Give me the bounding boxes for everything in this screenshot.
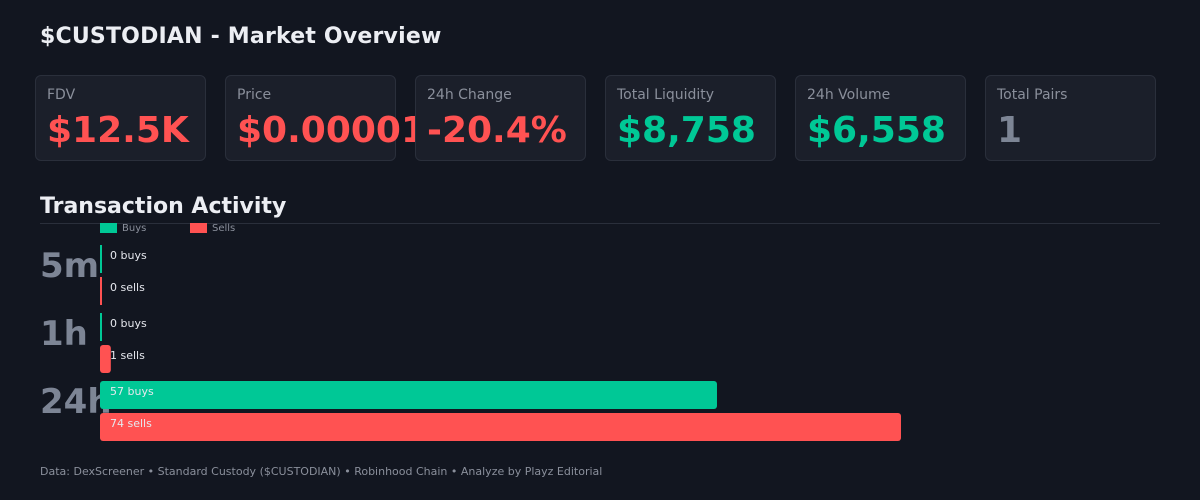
period-label-24h: 24h — [40, 382, 112, 422]
bar-label-sells-24h: 74 sells — [110, 417, 152, 430]
bar-buys-1h — [100, 313, 102, 341]
period-label-5m: 5m — [40, 246, 99, 286]
period-label-1h: 1h — [40, 314, 88, 354]
section-title: Transaction Activity — [40, 194, 287, 219]
stat-label: 24h Change — [427, 87, 512, 103]
page-title: $CUSTODIAN - Market Overview — [40, 24, 442, 49]
stat-label: Total Pairs — [997, 87, 1068, 103]
legend-swatch-buys — [100, 223, 117, 233]
bar-sells-1h — [100, 345, 111, 373]
bar-label-sells-5m: 0 sells — [110, 281, 145, 294]
bar-label-buys-1h: 0 buys — [110, 317, 147, 330]
section-divider — [40, 223, 1160, 224]
stat-value: $6,558 — [807, 110, 946, 151]
stat-card-24h-volume: 24h Volume $6,558 — [795, 75, 966, 161]
stat-label: 24h Volume — [807, 87, 891, 103]
legend-label-sells: Sells — [212, 223, 235, 234]
stat-value: $0.00001 — [237, 110, 427, 151]
stat-value: $12.5K — [47, 110, 189, 151]
stat-card-total-liquidity: Total Liquidity $8,758 — [605, 75, 776, 161]
stat-label: Price — [237, 87, 272, 103]
bar-sells-5m — [100, 277, 102, 305]
stat-label: Total Liquidity — [617, 87, 715, 103]
stat-card-24h-change: 24h Change -20.4% — [415, 75, 586, 161]
stat-value: $8,758 — [617, 110, 756, 151]
stat-value: 1 — [997, 110, 1023, 151]
bar-label-sells-1h: 1 sells — [110, 349, 145, 362]
bar-label-buys-5m: 0 buys — [110, 249, 147, 262]
stat-card-price: Price $0.00001 — [225, 75, 426, 161]
bar-label-buys-24h: 57 buys — [110, 385, 154, 398]
footer-credits: Data: DexScreener • Standard Custody ($C… — [40, 465, 603, 478]
stat-value: -20.4% — [427, 110, 567, 151]
bar-buys-24h — [100, 381, 717, 409]
legend-label-buys: Buys — [122, 223, 146, 234]
stat-label: FDV — [47, 87, 76, 103]
legend-swatch-sells — [190, 223, 207, 233]
bar-buys-5m — [100, 245, 102, 273]
stat-card-total-pairs: Total Pairs 1 — [985, 75, 1156, 161]
bar-sells-24h — [100, 413, 901, 441]
stat-card-fdv: FDV $12.5K — [35, 75, 206, 161]
